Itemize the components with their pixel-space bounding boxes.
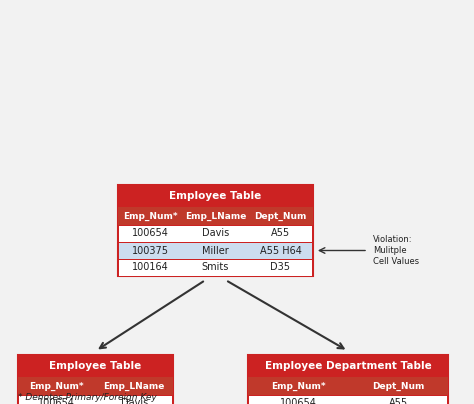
Text: A55: A55 <box>271 229 290 238</box>
Bar <box>119 259 312 276</box>
Bar <box>248 355 448 377</box>
Bar <box>19 396 172 404</box>
Text: Violation:
Mulitple
Cell Values: Violation: Mulitple Cell Values <box>373 235 419 266</box>
Text: D35: D35 <box>271 263 291 273</box>
Bar <box>248 377 448 395</box>
Text: Davis: Davis <box>120 398 148 404</box>
Text: 100375: 100375 <box>132 246 169 255</box>
Bar <box>249 396 447 404</box>
Bar <box>118 207 313 225</box>
Text: Davis: Davis <box>202 229 229 238</box>
Text: Smits: Smits <box>202 263 229 273</box>
Bar <box>119 225 312 242</box>
Text: Emp_Num*: Emp_Num* <box>271 381 325 391</box>
Bar <box>118 185 313 207</box>
Text: Miller: Miller <box>202 246 229 255</box>
Text: 100654: 100654 <box>38 398 75 404</box>
Text: Employee Table: Employee Table <box>169 191 262 201</box>
Bar <box>118 185 313 276</box>
Bar <box>18 355 173 377</box>
Text: 100654: 100654 <box>280 398 317 404</box>
Text: Employee Table: Employee Table <box>49 361 142 371</box>
Text: Emp_LName: Emp_LName <box>185 211 246 221</box>
Text: Dept_Num: Dept_Num <box>372 381 424 391</box>
Text: * Denotes Primary/Foreign Key: * Denotes Primary/Foreign Key <box>18 393 157 402</box>
Text: Dept_Num: Dept_Num <box>255 211 307 221</box>
Bar <box>18 355 173 404</box>
Bar <box>248 355 448 404</box>
Text: Emp_Num*: Emp_Num* <box>123 211 178 221</box>
Bar <box>119 242 312 259</box>
Text: A55 H64: A55 H64 <box>260 246 301 255</box>
Text: 100164: 100164 <box>132 263 169 273</box>
Text: Emp_Num*: Emp_Num* <box>29 381 84 391</box>
Text: 100654: 100654 <box>132 229 169 238</box>
Text: Emp_LName: Emp_LName <box>103 381 165 391</box>
Text: A55: A55 <box>388 398 408 404</box>
Bar <box>18 377 173 395</box>
Text: Employee Department Table: Employee Department Table <box>264 361 431 371</box>
